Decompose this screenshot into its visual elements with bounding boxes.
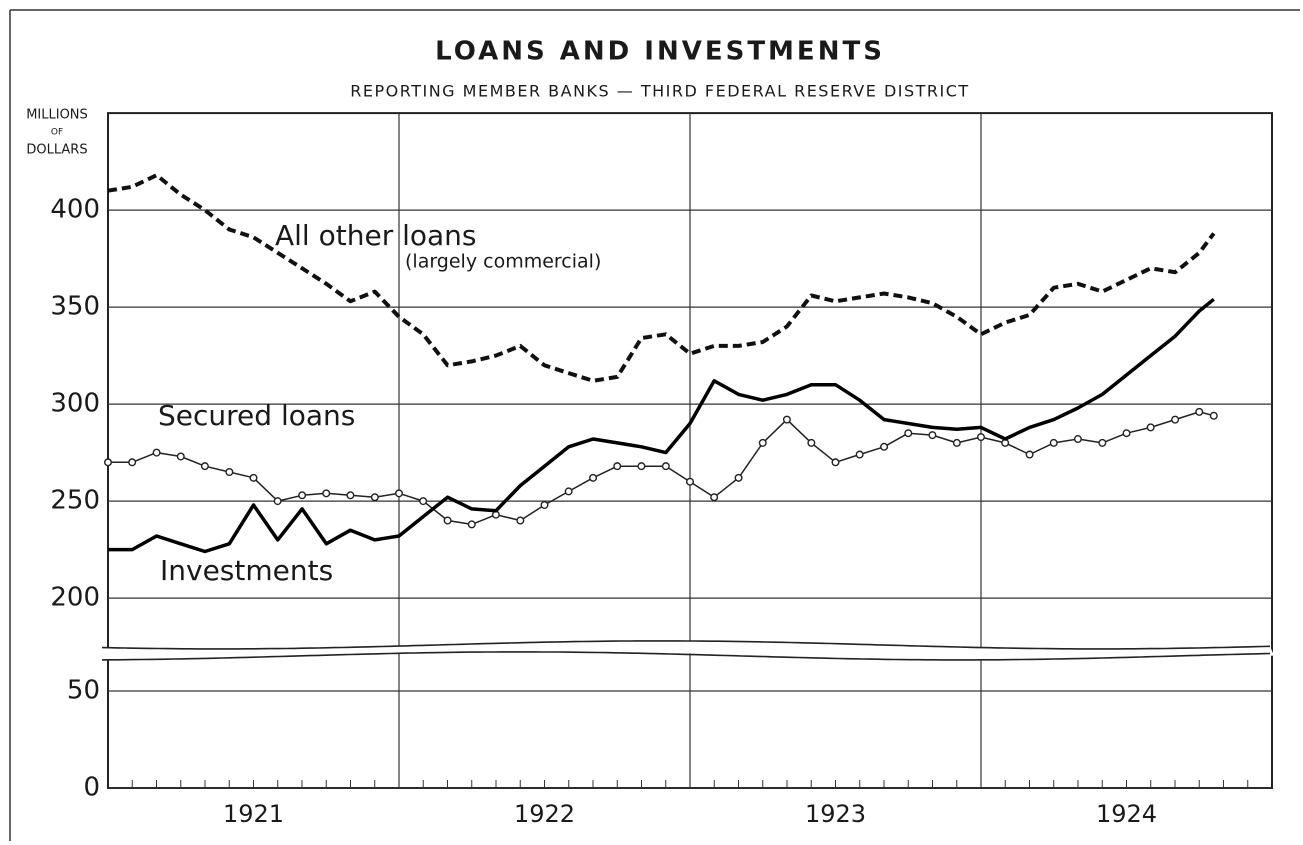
y-axis-label: DOLLARS (26, 143, 87, 158)
data-point (395, 489, 404, 498)
data-point (273, 497, 282, 506)
axis-break (102, 640, 1274, 660)
data-point (855, 450, 864, 459)
data-point (346, 491, 355, 500)
data-point (540, 500, 549, 509)
y-tick-label: 250 (50, 486, 100, 516)
data-point (370, 493, 379, 502)
series-line (108, 297, 1215, 554)
data-point (322, 489, 331, 498)
x-tick-label: 1923 (805, 800, 866, 828)
data-point (782, 415, 791, 424)
data-point (637, 462, 646, 471)
data-point (928, 431, 937, 440)
data-point (734, 473, 743, 482)
data-point (1171, 415, 1180, 424)
data-point (1209, 411, 1218, 420)
y-tick-label: 50 (67, 676, 100, 706)
data-point (516, 516, 525, 525)
y-tick-label: 0 (83, 773, 100, 803)
series-label: Investments (160, 554, 333, 587)
chart-title: LOANS AND INVESTMENTS (435, 37, 885, 67)
data-point (1122, 429, 1131, 438)
y-axis-label: MILLIONS (26, 108, 88, 123)
series-label: All other loans (275, 219, 477, 252)
data-point (176, 452, 185, 461)
series-line (107, 173, 1216, 383)
data-point (564, 487, 573, 496)
data-point (152, 448, 161, 457)
series-label: Secured loans (158, 399, 355, 432)
data-point (200, 462, 209, 471)
data-point (758, 438, 767, 447)
axis-break-edge (101, 651, 1271, 661)
data-point (443, 516, 452, 525)
data-point (952, 438, 961, 447)
data-point (807, 438, 816, 447)
series-label-note: (largely commercial) (405, 251, 601, 273)
x-tick-label: 1924 (1096, 800, 1157, 828)
data-point (298, 491, 307, 500)
data-point (1073, 435, 1082, 444)
data-point (904, 429, 913, 438)
data-point (1025, 450, 1034, 459)
data-point (1146, 423, 1155, 432)
data-point (467, 520, 476, 529)
axis-break-edge (101, 640, 1271, 650)
data-point (103, 458, 112, 467)
y-tick-label: 300 (50, 389, 100, 419)
data-point (880, 442, 889, 451)
y-tick-label: 200 (50, 583, 100, 613)
data-point (128, 458, 137, 467)
data-point (1195, 407, 1204, 416)
data-point (686, 477, 695, 486)
chart-subtitle: REPORTING MEMBER BANKS — THIRD FEDERAL R… (350, 82, 969, 101)
data-point (1049, 438, 1058, 447)
data-point (710, 493, 719, 502)
data-point (661, 462, 670, 471)
data-point (977, 433, 986, 442)
data-point (831, 458, 840, 467)
data-point (589, 473, 598, 482)
data-point (249, 473, 258, 482)
x-tick-label: 1921 (223, 800, 284, 828)
x-tick-label: 1922 (514, 800, 575, 828)
y-tick-label: 350 (50, 292, 100, 322)
y-axis-label: OF (51, 128, 63, 138)
y-tick-label: 400 (50, 195, 100, 225)
data-point (1098, 438, 1107, 447)
data-point (613, 462, 622, 471)
data-point (419, 497, 428, 506)
data-point (225, 468, 234, 477)
